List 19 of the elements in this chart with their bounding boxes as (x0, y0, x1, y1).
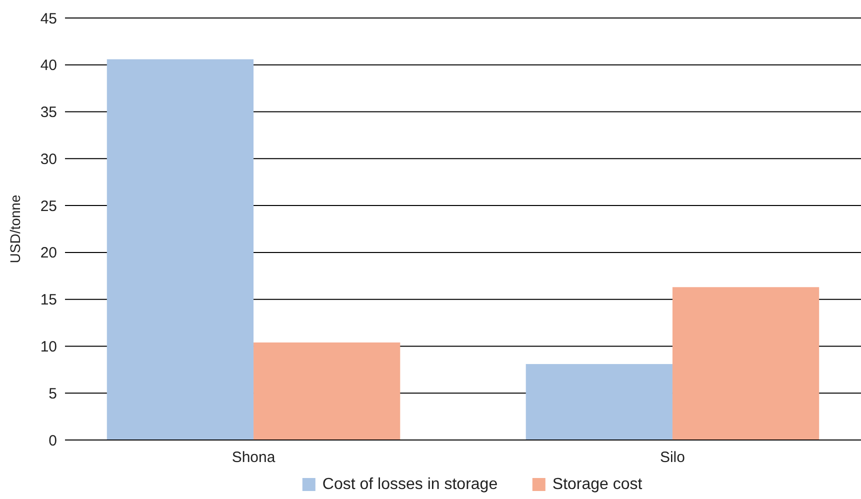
y-tick-label: 45 (40, 10, 57, 28)
legend-label: Storage cost (552, 476, 643, 493)
y-tick-label: 10 (40, 338, 57, 356)
x-tick-label: Silo (660, 449, 685, 466)
bar (526, 364, 672, 440)
x-tick-label: Shona (232, 449, 276, 466)
y-tick-label: 35 (40, 104, 57, 122)
y-tick-label: 40 (40, 57, 57, 74)
y-tick-label: 0 (48, 432, 57, 450)
y-tick-label: 25 (40, 198, 57, 215)
y-tick-label: 15 (40, 292, 57, 309)
y-tick-label: 5 (48, 385, 57, 402)
legend-label: Cost of losses in storage (322, 476, 498, 493)
y-tick-label: 20 (40, 244, 57, 262)
y-tick-label: 30 (40, 150, 57, 168)
bar (672, 287, 820, 440)
bar (106, 59, 254, 440)
bar (254, 342, 400, 440)
y-axis-title: USD/tonne (7, 194, 23, 264)
